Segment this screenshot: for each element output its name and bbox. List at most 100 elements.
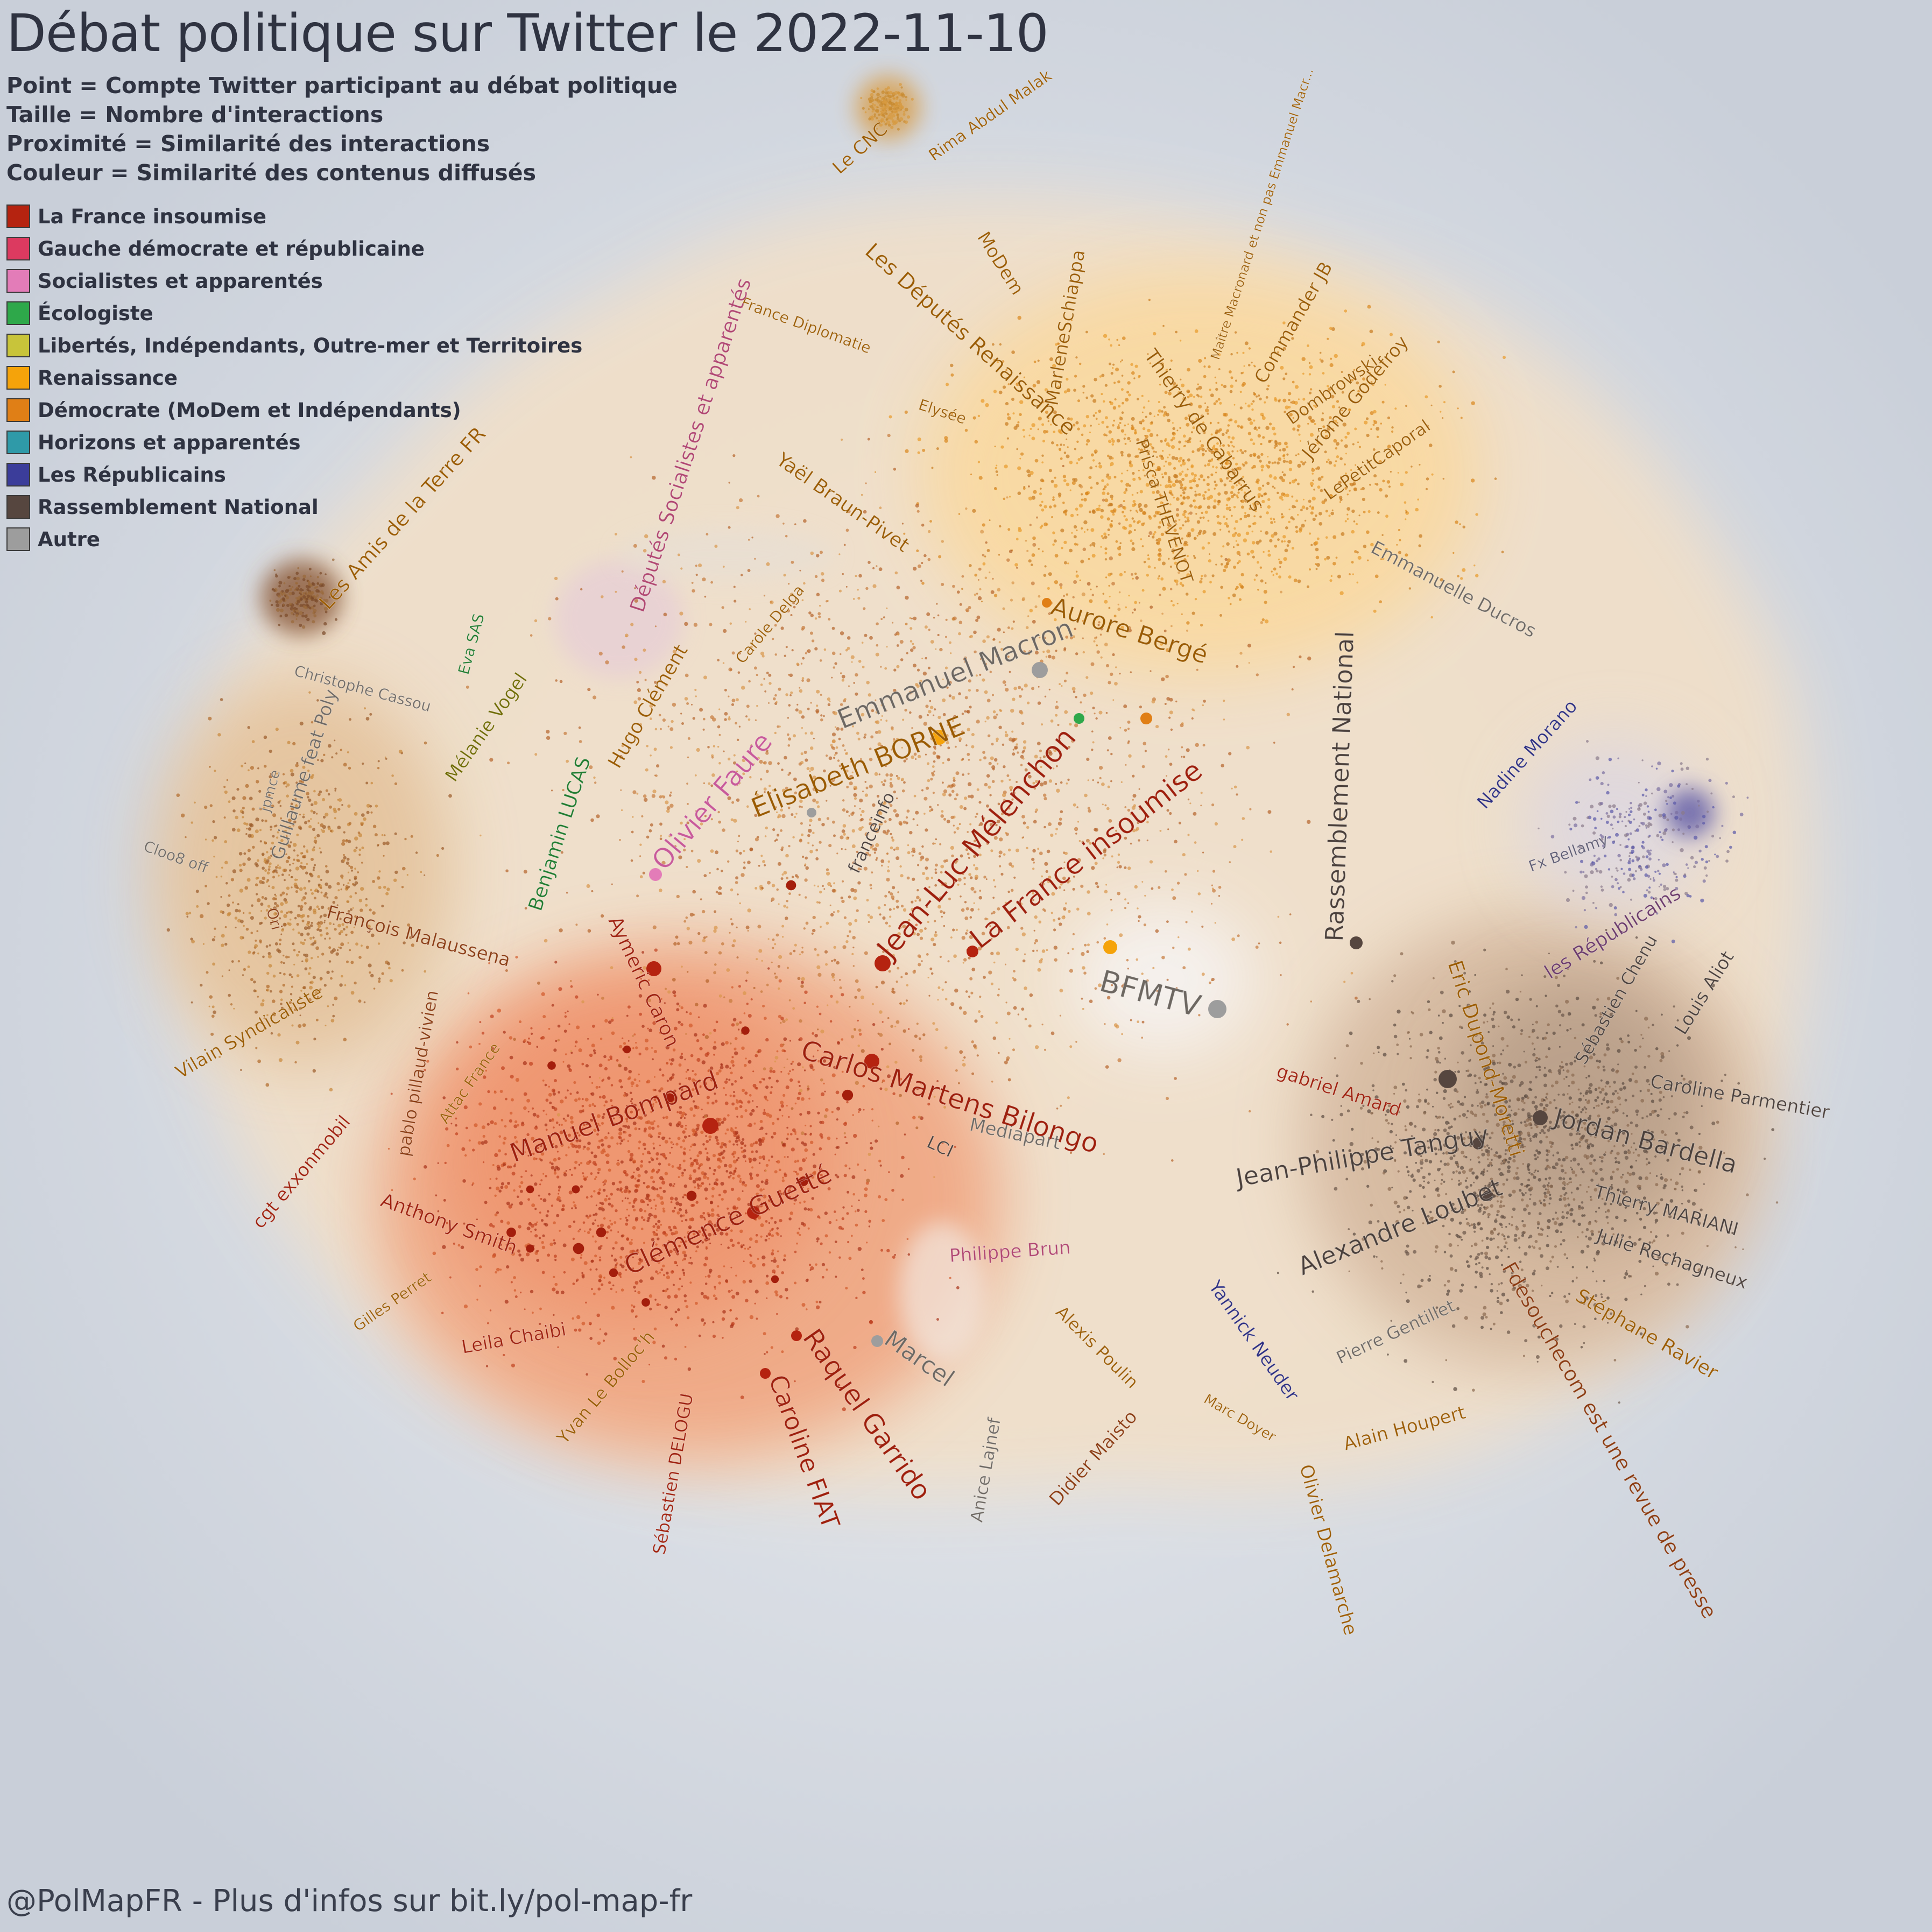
account-point	[853, 1134, 857, 1138]
account-point	[1076, 544, 1078, 546]
account-point	[745, 1109, 748, 1112]
account-point	[1108, 528, 1110, 531]
account-point	[1178, 448, 1180, 450]
account-point	[1009, 496, 1011, 497]
account-point	[553, 1314, 554, 1316]
account-point	[594, 1052, 596, 1055]
account-point	[1344, 436, 1347, 439]
account-point	[1117, 380, 1120, 384]
account-point	[627, 1140, 630, 1143]
account-point	[723, 1190, 727, 1194]
account-point	[627, 1197, 629, 1199]
account-point	[736, 1292, 739, 1295]
account-point	[1240, 518, 1242, 520]
account-point	[1121, 429, 1124, 433]
account-point	[569, 1190, 573, 1194]
account-point	[1023, 429, 1025, 432]
account-point	[1079, 363, 1081, 365]
account-point	[848, 1257, 851, 1260]
account-point	[1054, 484, 1057, 488]
account-point	[1387, 480, 1391, 484]
account-point	[565, 1053, 567, 1055]
account-point	[1239, 583, 1242, 586]
account-point	[653, 1215, 657, 1218]
account-point	[918, 438, 921, 441]
account-point	[1132, 578, 1134, 580]
account-point	[520, 1181, 524, 1184]
account-point	[815, 1264, 817, 1266]
account-point	[627, 1150, 630, 1153]
account-point	[1346, 432, 1350, 435]
account-point	[1090, 589, 1091, 590]
account-point	[1086, 443, 1088, 446]
account-point	[1112, 443, 1115, 446]
account-point	[735, 1317, 738, 1320]
account-point	[1182, 459, 1185, 462]
account-point	[1250, 550, 1254, 554]
account-point	[835, 1275, 837, 1278]
account-point	[1298, 580, 1301, 583]
account-point	[722, 1310, 726, 1314]
account-point	[1112, 367, 1113, 369]
account-point	[1101, 535, 1104, 538]
account-point	[1182, 524, 1184, 526]
account-point	[706, 1158, 710, 1161]
account-point	[1052, 544, 1055, 546]
account-point	[1094, 378, 1097, 381]
account-point	[1281, 513, 1283, 516]
account-point	[1274, 461, 1276, 463]
account-point	[788, 1073, 790, 1075]
account-point	[998, 554, 1000, 555]
account-point	[1231, 436, 1235, 440]
account-point	[1357, 551, 1359, 553]
account-point	[1091, 542, 1095, 546]
account-point	[835, 1240, 837, 1243]
account-point	[1077, 514, 1078, 516]
account-point	[662, 1190, 666, 1193]
account-point	[635, 1281, 639, 1285]
account-point	[655, 1208, 657, 1210]
account-point	[1233, 546, 1235, 548]
account-point	[713, 1046, 716, 1049]
account-point	[511, 1281, 513, 1284]
account-point	[709, 1271, 711, 1273]
account-point	[1272, 427, 1275, 431]
account-point	[805, 1125, 806, 1126]
account-point	[597, 1342, 601, 1345]
account-point	[672, 1165, 674, 1168]
account-point	[878, 1195, 881, 1198]
account-point	[643, 1143, 646, 1146]
account-point	[433, 1252, 436, 1256]
account-point	[599, 1096, 602, 1098]
account-point	[518, 1253, 521, 1257]
account-point	[610, 1057, 612, 1060]
account-point	[677, 1308, 680, 1311]
account-point	[583, 1175, 584, 1177]
account-point	[686, 1305, 689, 1308]
account-point	[1292, 505, 1295, 508]
account-point	[849, 1168, 850, 1169]
account-point	[1083, 520, 1087, 524]
account-point	[731, 1188, 734, 1191]
account-point	[1134, 429, 1137, 431]
account-point	[1325, 536, 1328, 539]
account-point	[583, 1222, 586, 1224]
account-point	[1173, 474, 1177, 478]
account-point	[598, 1207, 602, 1210]
account-point	[1326, 461, 1328, 463]
account-point	[767, 967, 770, 969]
account-point	[836, 1107, 840, 1111]
account-point	[1004, 464, 1008, 468]
account-point	[1033, 490, 1036, 494]
account-point	[852, 1193, 855, 1196]
account-point	[1264, 601, 1267, 604]
account-point	[1084, 531, 1085, 533]
account-point	[576, 1315, 580, 1319]
account-point	[1053, 504, 1056, 507]
account-point	[438, 1162, 439, 1164]
account-point	[521, 1123, 525, 1126]
account-point	[1011, 350, 1015, 354]
account-point	[1308, 500, 1311, 503]
account-point	[985, 403, 989, 407]
account-point	[1172, 436, 1175, 440]
